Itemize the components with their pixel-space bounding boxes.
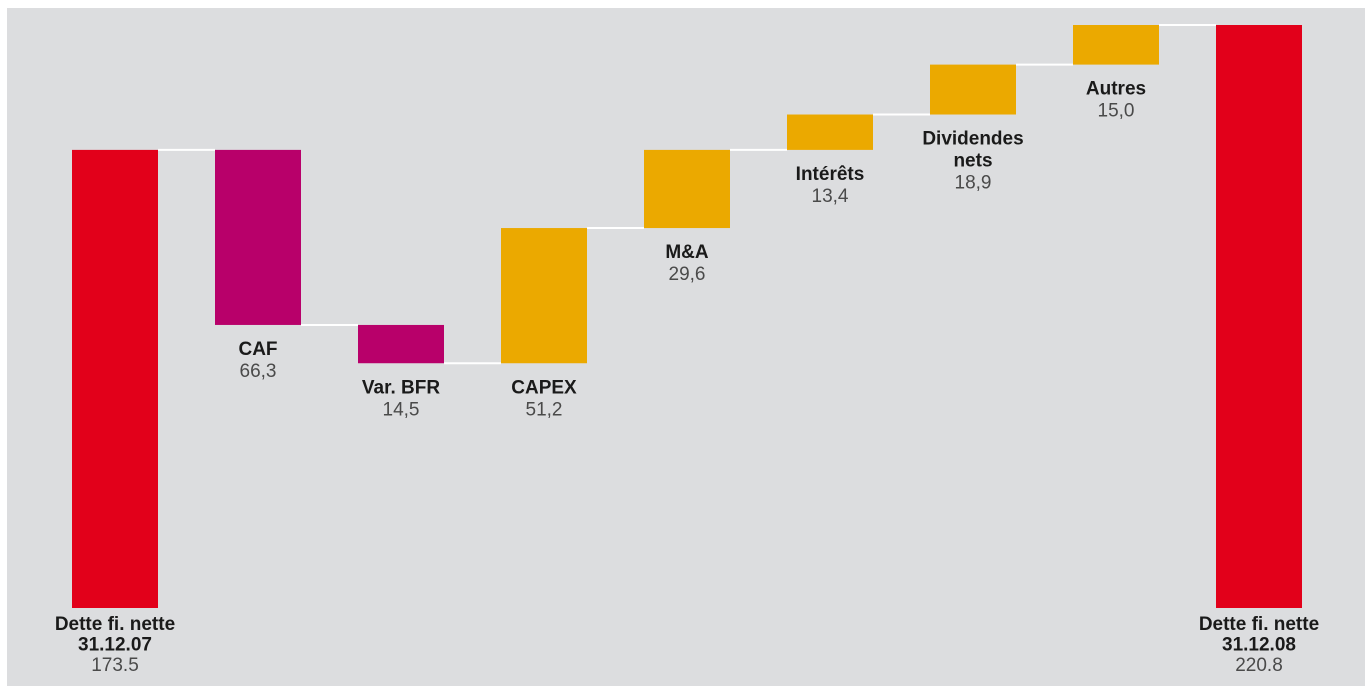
value-label: 15,0: [1098, 101, 1135, 122]
category-label: 31.12.07: [78, 635, 152, 656]
value-label: 14,5: [383, 399, 420, 420]
bar: [644, 149, 730, 229]
bar: [358, 324, 444, 364]
bar: [1073, 25, 1159, 65]
bar: [787, 114, 873, 150]
bar: [215, 149, 301, 325]
value-label: 18,9: [955, 173, 992, 194]
plot-background: [7, 8, 1365, 686]
category-label: M&A: [665, 242, 709, 263]
category-label: Var. BFR: [362, 377, 440, 398]
value-label: 51,2: [526, 399, 563, 420]
category-label: Dette fi. nette: [1199, 614, 1319, 635]
bar: [72, 149, 158, 608]
bar: [930, 64, 1016, 115]
category-label: CAF: [238, 339, 277, 360]
category-label: Dividendes: [922, 129, 1023, 150]
value-label: 173.5: [91, 655, 139, 676]
bar: [501, 228, 587, 364]
value-label: 29,6: [669, 264, 706, 285]
category-label: CAPEX: [511, 377, 577, 398]
value-label: 13,4: [812, 186, 849, 207]
category-label: Autres: [1086, 79, 1146, 100]
category-label: nets: [953, 151, 992, 172]
bar: [1216, 25, 1302, 608]
value-label: 220.8: [1235, 655, 1283, 676]
value-label: 66,3: [240, 361, 277, 382]
category-label: 31.12.08: [1222, 635, 1296, 656]
category-label: Intérêts: [796, 164, 865, 185]
category-label: Dette fi. nette: [55, 614, 175, 635]
